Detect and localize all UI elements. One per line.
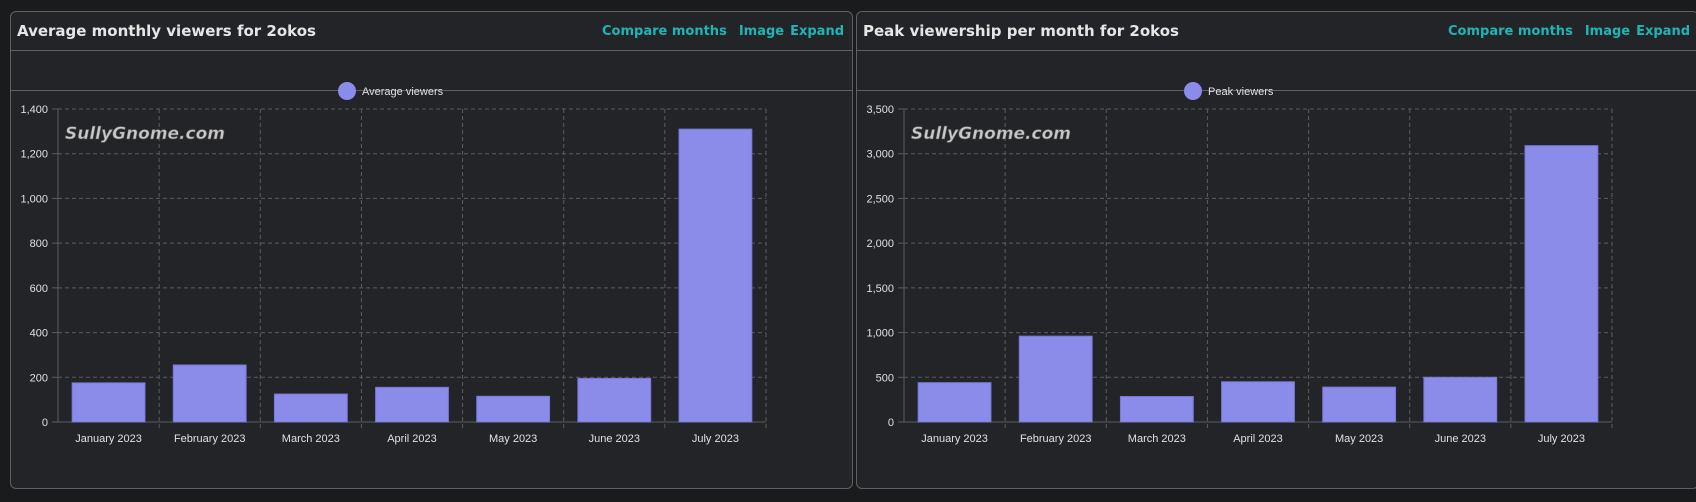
bar — [1018, 335, 1093, 423]
watermark-text: SullyGnome.com — [65, 124, 225, 144]
bar — [273, 393, 348, 423]
bar — [1221, 381, 1295, 423]
x-tick-label: March 2023 — [282, 433, 340, 445]
bar — [577, 377, 652, 423]
panel-title: Average monthly viewers for 2okos — [17, 22, 316, 40]
x-tick-label: March 2023 — [1128, 433, 1186, 445]
y-tick-label: 1,500 — [866, 283, 894, 295]
y-tick-label: 3,000 — [866, 149, 894, 161]
x-tick-label: June 2023 — [589, 433, 640, 445]
image-link[interactable]: Image — [738, 24, 785, 39]
y-tick-label: 500 — [876, 372, 894, 384]
y-tick-label: 0 — [42, 417, 48, 429]
y-tick-label: 1,400 — [20, 104, 48, 116]
bar — [1322, 386, 1397, 423]
average-viewers-panel: Average monthly viewers for 2okos Compar… — [10, 11, 853, 489]
average-viewers-chart: 0 200 400 600 800 1,000 1,200 1,400 SullyGnome.c… — [20, 82, 767, 445]
compare-months-link[interactable]: Compare months — [602, 24, 727, 39]
bar — [476, 395, 551, 423]
panel-links: Compare months Image Expand — [1448, 24, 1690, 39]
x-tick-label: July 2023 — [692, 433, 739, 445]
expand-link[interactable]: Expand — [1636, 24, 1690, 39]
x-tick-label: May 2023 — [1335, 433, 1383, 445]
legend-swatch — [1184, 82, 1202, 100]
bar — [678, 128, 753, 423]
panel-toolbar — [11, 51, 852, 91]
x-tick-label: April 2023 — [1233, 433, 1283, 445]
y-tick-label: 3,500 — [866, 104, 894, 116]
panel-toolbar — [857, 51, 1696, 91]
x-tick-label: January 2023 — [75, 433, 142, 445]
x-tick-label: May 2023 — [489, 433, 537, 445]
y-tick-label: 800 — [30, 238, 48, 250]
x-tick-label: February 2023 — [1020, 433, 1092, 445]
y-tick-label: 0 — [888, 417, 894, 429]
y-tick-label: 200 — [30, 372, 48, 384]
watermark-text: SullyGnome.com — [911, 124, 1071, 144]
panel-title: Peak viewership per month for 2okos — [863, 22, 1179, 40]
bar — [375, 386, 449, 423]
bar — [1119, 396, 1194, 423]
legend-label: Peak viewers — [1208, 86, 1274, 98]
peak-viewers-chart: 0 500 1,000 1,500 2,000 2,500 3,000 3,500 SullyG… — [866, 82, 1613, 445]
y-tick-label: 1,000 — [866, 328, 894, 340]
bar — [1524, 145, 1599, 423]
expand-link[interactable]: Expand — [790, 24, 844, 39]
y-tick-label: 1,000 — [20, 193, 48, 205]
bar — [71, 382, 146, 423]
y-tick-label: 600 — [30, 283, 48, 295]
y-tick-label: 2,500 — [866, 193, 894, 205]
x-tick-label: April 2023 — [387, 433, 437, 445]
x-tick-label: July 2023 — [1538, 433, 1585, 445]
peak-viewers-panel: Peak viewership per month for 2okos Comp… — [856, 11, 1696, 489]
image-link[interactable]: Image — [1584, 24, 1631, 39]
bar — [172, 364, 247, 423]
panel-header: Average monthly viewers for 2okos Compar… — [11, 12, 852, 51]
y-tick-label: 1,200 — [20, 149, 48, 161]
y-tick-label: 400 — [30, 328, 48, 340]
x-tick-label: June 2023 — [1435, 433, 1486, 445]
x-tick-label: January 2023 — [921, 433, 988, 445]
y-tick-label: 2,000 — [866, 238, 894, 250]
bar — [1423, 376, 1498, 423]
legend-swatch — [338, 82, 356, 100]
bar — [917, 382, 992, 423]
legend-label: Average viewers — [362, 86, 444, 98]
compare-months-link[interactable]: Compare months — [1448, 24, 1573, 39]
panel-links: Compare months Image Expand — [602, 24, 844, 39]
x-tick-label: February 2023 — [174, 433, 246, 445]
panel-header: Peak viewership per month for 2okos Comp… — [857, 12, 1696, 51]
